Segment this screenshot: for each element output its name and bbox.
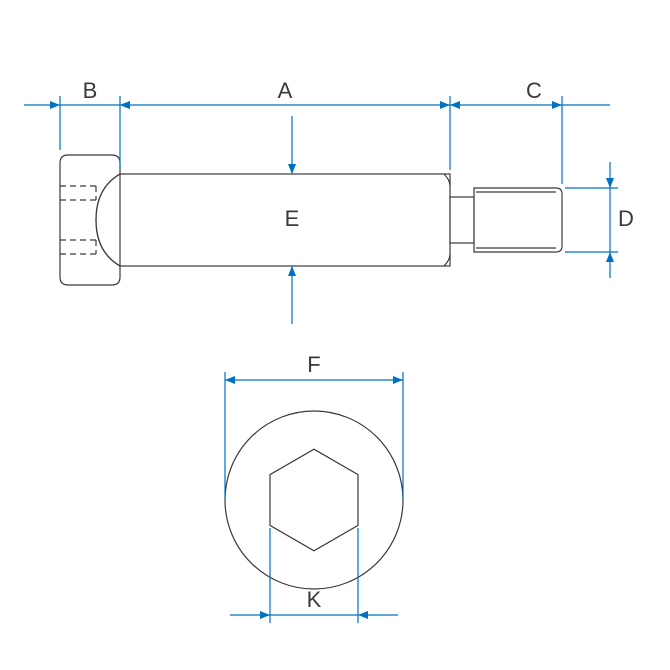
side-view <box>60 155 562 285</box>
diagram-canvas: B A C D E <box>0 0 670 670</box>
front-view <box>225 411 403 589</box>
screw-neck-outline <box>450 197 474 243</box>
dim-D: D <box>606 162 634 278</box>
screw-thread-outline <box>474 188 562 252</box>
dim-K-label: K <box>307 587 322 612</box>
dim-K: K <box>230 587 398 619</box>
dim-C: C <box>450 78 610 109</box>
screw-head-outline <box>60 155 120 285</box>
dim-C-label: C <box>526 78 542 103</box>
dim-F-label: F <box>307 352 320 377</box>
dim-B: B <box>24 78 130 109</box>
dim-B-label: B <box>83 78 98 103</box>
dim-E-label: E <box>285 206 300 231</box>
dim-A-label: A <box>278 78 293 103</box>
dim-F: F <box>225 352 403 384</box>
dim-A: A <box>120 78 450 109</box>
dim-E: E <box>285 116 300 324</box>
dim-D-label: D <box>618 206 634 231</box>
